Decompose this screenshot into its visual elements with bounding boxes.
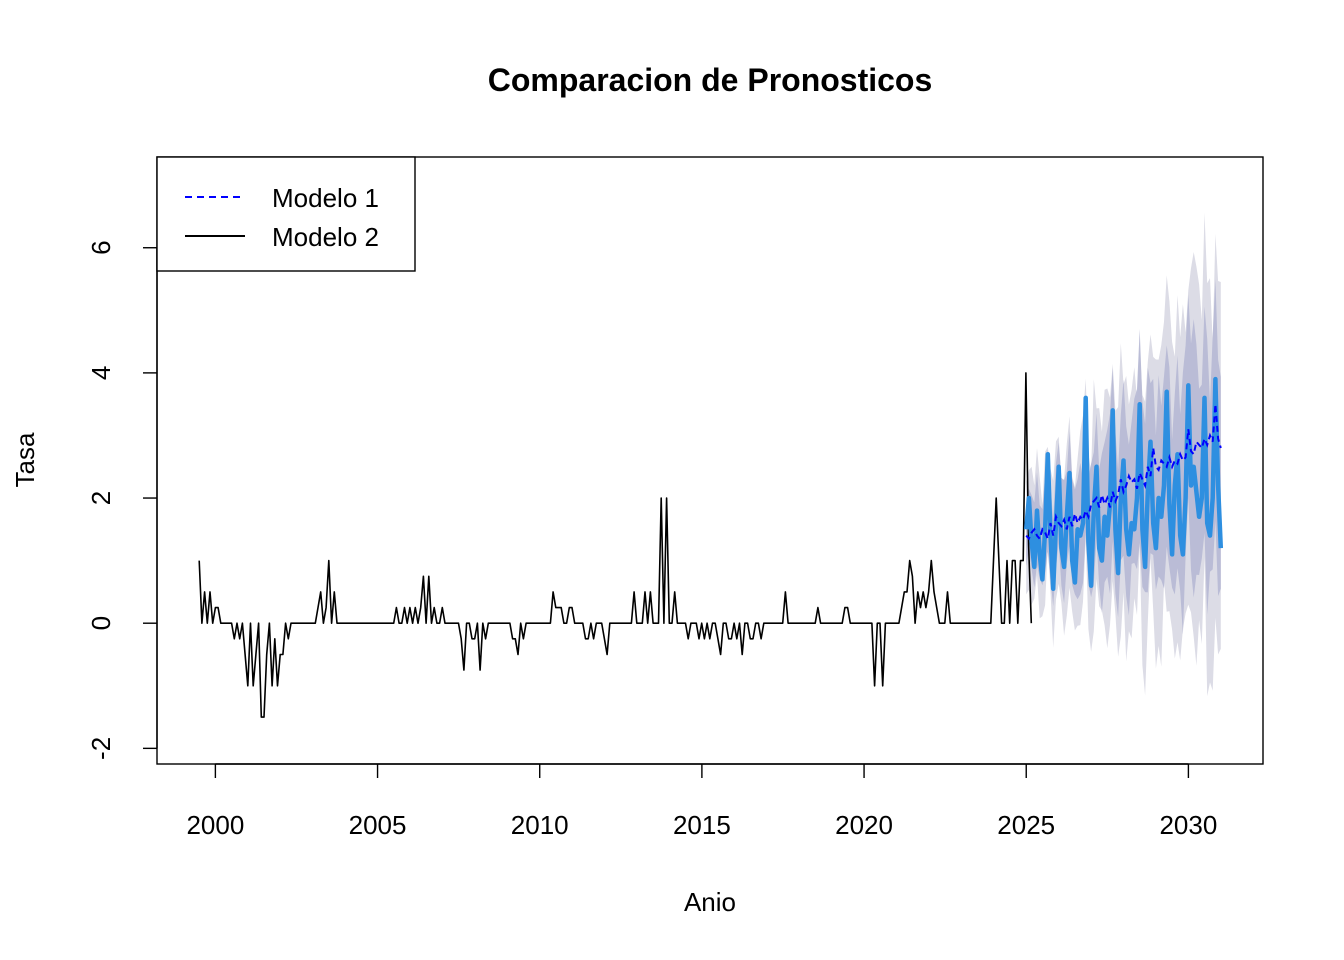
- modelo2-forecast-line: [1023, 376, 1224, 592]
- legend-box: [156, 156, 416, 272]
- x-tick-label: 2005: [349, 810, 407, 840]
- y-tick-label: 6: [86, 240, 116, 254]
- x-tick-label: 2030: [1159, 810, 1217, 840]
- x-axis-label: Anio: [684, 887, 736, 917]
- x-tick-label: 2015: [673, 810, 731, 840]
- legend-label-modelo2: Modelo 2: [272, 222, 379, 252]
- x-tick-label: 2010: [511, 810, 569, 840]
- y-tick-label: -2: [86, 737, 116, 760]
- y-tick-label: 0: [86, 616, 116, 630]
- chart-title: Comparacion de Pronosticos: [488, 62, 933, 98]
- x-axis: 2000 2005 2010 2015 2020 2025 2030: [186, 763, 1217, 840]
- legend: Modelo 1 Modelo 2: [156, 156, 416, 272]
- legend-label-modelo1: Modelo 1: [272, 183, 379, 213]
- series-layer: [198, 372, 1224, 718]
- y-tick-label: 2: [86, 491, 116, 505]
- x-tick-label: 2025: [997, 810, 1055, 840]
- modelo1-forecast-line: [1025, 404, 1222, 543]
- x-tick-label: 2000: [186, 810, 244, 840]
- y-axis-label: Tasa: [10, 432, 40, 487]
- x-tick-label: 2020: [835, 810, 893, 840]
- history-series-line: [198, 372, 1033, 718]
- y-axis: -2 0 2 4 6: [86, 240, 158, 760]
- y-tick-label: 4: [86, 366, 116, 380]
